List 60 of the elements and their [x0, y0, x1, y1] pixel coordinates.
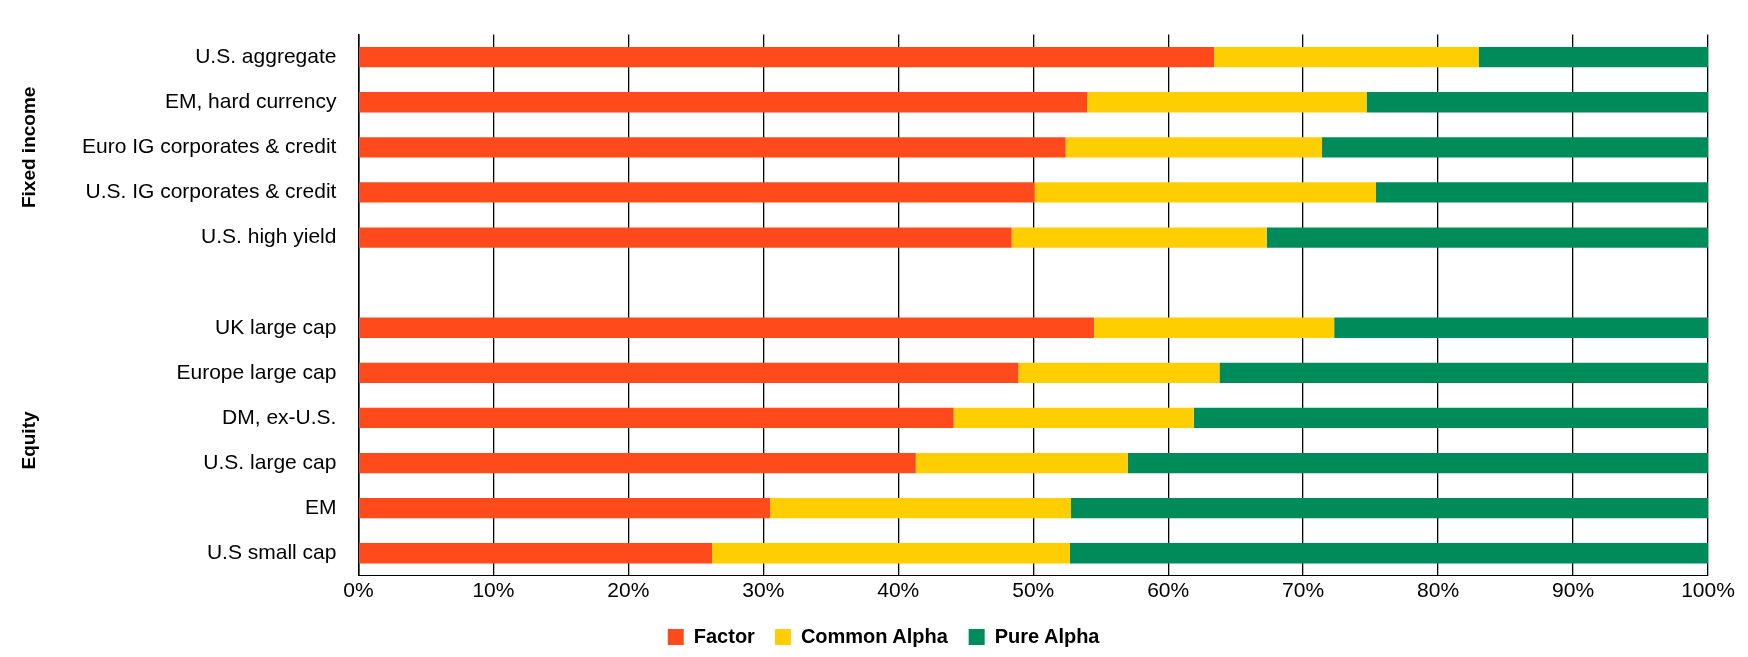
x-tick-label: 50%: [1012, 578, 1055, 602]
x-tick-label: 10%: [472, 578, 515, 602]
bar: [1018, 362, 1220, 383]
bar: [1322, 137, 1708, 158]
bar: [1193, 407, 1708, 429]
y-tick-label: UK large cap: [215, 314, 337, 338]
x-tick-label: 80%: [1417, 578, 1460, 602]
bar: [359, 227, 1012, 248]
bar: [1093, 317, 1335, 338]
bar: [1069, 543, 1708, 564]
bar: [953, 407, 1194, 429]
y-tick-label: U.S. IG corporates & credit: [85, 179, 337, 203]
x-tick-label: 30%: [742, 578, 785, 602]
y-tick-label: EM: [304, 494, 337, 518]
bar: [359, 317, 1094, 338]
bar: [1266, 227, 1708, 248]
legend-label: Pure Alpha: [994, 624, 1101, 647]
bar: [359, 182, 1035, 203]
bar: [1071, 498, 1708, 519]
bar: [359, 47, 1215, 68]
bar: [359, 137, 1066, 158]
bar: [1065, 137, 1323, 158]
x-tick-label: 100%: [1681, 578, 1735, 602]
x-tick-label: 60%: [1147, 578, 1190, 602]
text: Equity: [18, 411, 40, 470]
bar: [1478, 47, 1708, 68]
bar: [915, 452, 1128, 474]
x-tick-label: 20%: [607, 578, 650, 602]
bar: [359, 92, 1088, 113]
y-tick-label: U.S. large cap: [203, 449, 337, 473]
bar: [359, 362, 1019, 383]
bar: [1214, 47, 1479, 68]
y-tick-label: U.S. high yield: [201, 224, 337, 248]
bar: [359, 543, 713, 564]
legend-label: Common Alpha: [800, 624, 949, 647]
bar: [770, 498, 1072, 519]
bar: [359, 498, 771, 519]
x-tick-label: 40%: [877, 578, 920, 602]
y-tick-label: U.S small cap: [206, 540, 337, 564]
x-tick-label: 0%: [343, 578, 374, 602]
x-tick-label: 90%: [1552, 578, 1595, 602]
x-tick-label: 70%: [1282, 578, 1325, 602]
text: Fixed income: [18, 86, 40, 209]
y-tick-label: EM, hard currency: [164, 89, 337, 113]
bar: [712, 543, 1070, 564]
y-tick-label: Europe large cap: [176, 359, 337, 383]
legend-label: Factor: [693, 624, 756, 647]
bar: [1087, 92, 1367, 113]
bar: [1376, 182, 1708, 203]
y-tick-label: U.S. aggregate: [195, 43, 337, 67]
bar: [1219, 362, 1708, 383]
bar: [1034, 182, 1377, 203]
bar: [1334, 317, 1708, 338]
y-tick-label: Euro IG corporates & credit: [81, 134, 337, 158]
bar: [1011, 227, 1267, 248]
bar: [359, 452, 916, 474]
bar: [359, 407, 954, 429]
bar: [1366, 92, 1708, 113]
bar: [1127, 452, 1708, 474]
y-tick-label: DM, ex-U.S.: [222, 404, 337, 428]
